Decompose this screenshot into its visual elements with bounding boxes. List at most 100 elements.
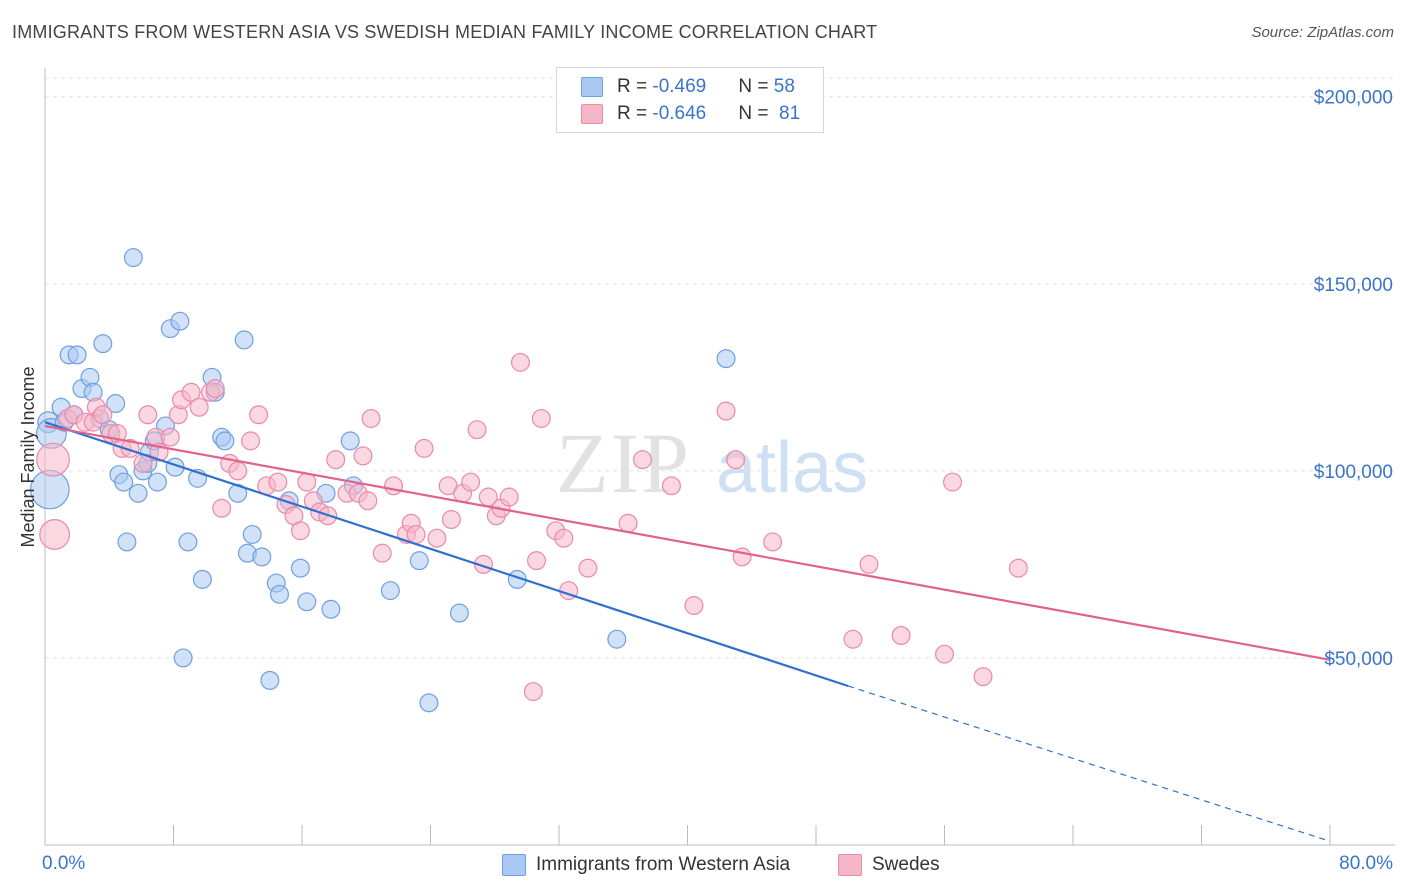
data-point (67, 345, 87, 365)
y-axis-label: Median Family Income (18, 366, 38, 547)
y-tick-label: $50,000 (1324, 649, 1393, 670)
data-point (578, 558, 598, 578)
data-point (353, 446, 373, 466)
data-point (93, 334, 113, 354)
bottom-legend-swedes: Swedes (838, 852, 940, 878)
bottom-legend-swatch-immigrants (502, 854, 526, 876)
data-point (859, 554, 879, 574)
trend-line (44, 424, 1331, 661)
legend: R = -0.469 N = 58 R = -0.646 N = 81 (556, 67, 824, 133)
legend-r-value: -0.646 (652, 103, 707, 124)
tick-labels: $50,000 $100,000 $150,000 $200,000 0.0% 80.0% (42, 88, 1393, 874)
y-tick-label: $150,000 (1314, 275, 1393, 296)
data-point (661, 476, 681, 496)
data-point (1008, 558, 1028, 578)
x-tick-label: 80.0% (1339, 853, 1393, 874)
data-point (510, 352, 530, 372)
legend-n-label: N = (738, 76, 774, 97)
data-point (160, 427, 180, 447)
data-point (106, 394, 126, 413)
data-point (128, 483, 148, 503)
data-point (607, 629, 627, 649)
legend-r-value: -0.469 (652, 76, 707, 97)
data-point (170, 311, 190, 331)
watermark: ZIP atlas (556, 415, 868, 511)
series-swedes-points (36, 352, 1028, 702)
data-point (39, 519, 71, 550)
data-point (36, 442, 70, 477)
data-point (441, 510, 461, 529)
data-point (763, 532, 783, 552)
data-point (973, 667, 993, 687)
data-point (427, 528, 447, 548)
bottom-legend-label-immigrants: Immigrants from Western Asia (536, 854, 791, 875)
data-point (234, 330, 254, 350)
legend-n-value: 81 (773, 103, 801, 124)
data-point (726, 450, 746, 470)
gridlines (45, 77, 1395, 659)
data-point (461, 472, 481, 492)
data-point (297, 472, 317, 492)
trend-line-extension (847, 685, 1331, 842)
data-point (326, 450, 346, 470)
data-point (147, 472, 167, 492)
data-point (212, 498, 232, 518)
bottom-legend-immigrants: Immigrants from Western Asia (502, 852, 790, 878)
bottom-legend-label-swedes: Swedes (872, 854, 940, 875)
chart-title: IMMIGRANTS FROM WESTERN ASIA VS SWEDISH … (12, 22, 878, 42)
data-point (891, 625, 911, 645)
data-point (252, 547, 272, 567)
data-point (270, 584, 290, 604)
data-point (843, 629, 863, 649)
data-point (242, 524, 262, 544)
legend-n-label: N = (738, 103, 774, 124)
data-point (384, 476, 404, 496)
data-point (178, 532, 198, 552)
data-point (181, 382, 201, 402)
data-point (414, 438, 434, 458)
data-point (114, 472, 134, 492)
data-point (419, 693, 439, 713)
trend-line (44, 421, 849, 688)
data-point (380, 581, 400, 601)
data-point (290, 521, 310, 541)
data-point (93, 405, 113, 425)
legend-n-value: 58 (773, 76, 795, 97)
data-point (249, 405, 269, 425)
legend-row-swedes: R = -0.646 N = 81 (581, 101, 800, 127)
data-point (467, 420, 487, 440)
data-point (290, 558, 310, 578)
data-point (241, 431, 261, 451)
data-point (523, 682, 543, 702)
data-point (618, 513, 638, 533)
data-point (406, 524, 426, 544)
data-point (554, 528, 574, 548)
data-point (117, 532, 137, 552)
data-point (260, 670, 280, 690)
data-point (205, 379, 225, 399)
legend-swatch-swedes (581, 104, 603, 124)
legend-swatch-immigrants (581, 77, 603, 97)
data-point (340, 431, 360, 451)
y-tick-label: $200,000 (1314, 88, 1393, 109)
data-point (215, 431, 235, 451)
y-tick-label: $100,000 (1314, 462, 1393, 483)
data-point (189, 397, 209, 417)
legend-row-immigrants: R = -0.469 N = 58 (581, 74, 795, 100)
data-point (268, 472, 288, 492)
data-point (409, 551, 429, 571)
data-point (633, 450, 653, 470)
data-point (716, 401, 736, 421)
data-point (935, 644, 954, 664)
data-point (716, 349, 736, 369)
data-point (943, 472, 963, 492)
data-point (321, 599, 341, 619)
trend-lines (44, 421, 1331, 842)
data-point (192, 569, 212, 589)
data-point (123, 248, 143, 268)
data-point (297, 592, 317, 612)
data-point (173, 648, 193, 668)
legend-r-label: R = (617, 76, 653, 97)
x-tick-label: 0.0% (42, 853, 85, 874)
